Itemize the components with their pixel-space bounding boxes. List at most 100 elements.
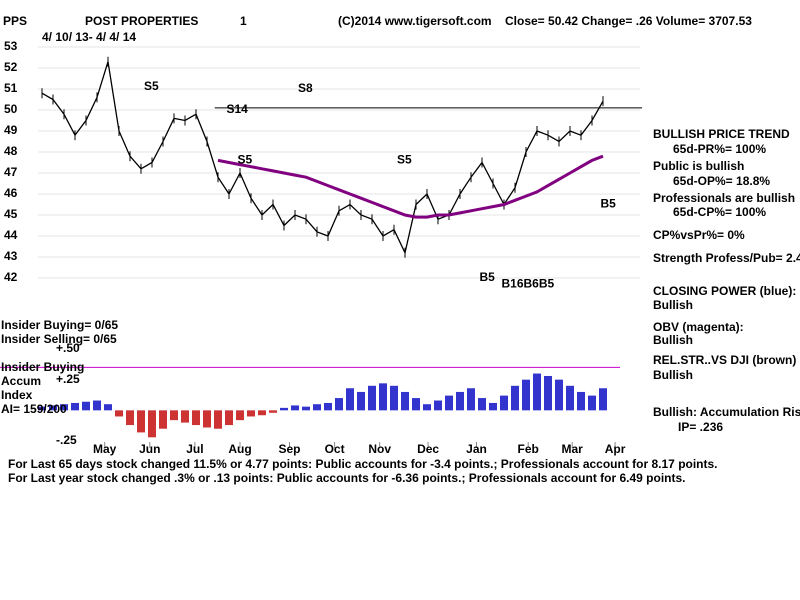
x-tick-label: Sep xyxy=(278,442,300,456)
accum-bar xyxy=(445,395,453,411)
left-note: Insider Buying= 0/65 xyxy=(1,318,118,332)
right-note: OBV (magenta): xyxy=(653,320,744,334)
right-note: Professionals are bullish xyxy=(653,191,795,205)
right-note: CP%vsPr%= 0% xyxy=(653,228,745,242)
right-note: Strength Profess/Pub= 2.4 xyxy=(653,251,800,265)
accum-bar xyxy=(566,385,574,411)
y-tick-label: 48 xyxy=(4,144,18,158)
accum-bar xyxy=(489,402,497,411)
y-tick-label: 45 xyxy=(4,207,18,221)
accum-bar xyxy=(269,410,277,413)
accum-bar xyxy=(423,404,431,411)
right-note: CLOSING POWER (blue): xyxy=(653,284,796,298)
left-note: Index xyxy=(1,388,33,402)
accum-bar xyxy=(49,405,57,411)
accum-bar xyxy=(214,410,222,429)
right-note: 65d-CP%= 100% xyxy=(673,205,766,219)
x-tick-label: Oct xyxy=(325,442,345,456)
accum-bar xyxy=(203,410,211,428)
accum-bar xyxy=(434,400,442,411)
accum-bar xyxy=(533,373,541,411)
accum-bar xyxy=(60,404,68,411)
accum-bar xyxy=(368,385,376,411)
accum-bar xyxy=(159,410,167,429)
right-note: BULLISH PRICE TREND xyxy=(653,127,790,141)
x-tick-label: May xyxy=(93,442,117,456)
signal-label: B5 xyxy=(480,270,496,284)
right-note: 65d-PR%= 100% xyxy=(673,142,766,156)
signal-label: S8 xyxy=(298,81,313,95)
x-tick-label: Nov xyxy=(368,442,391,456)
accum-bar xyxy=(544,375,552,411)
accum-bar xyxy=(192,410,200,426)
y-tick-label: 51 xyxy=(4,81,18,95)
accum-bar xyxy=(170,410,178,421)
right-note: Bullish xyxy=(653,298,693,312)
accum-bar xyxy=(38,406,46,411)
accum-bar xyxy=(511,385,519,411)
accum-bar xyxy=(280,407,288,411)
right-note: Bullish xyxy=(653,333,693,347)
accum-bar xyxy=(346,388,354,411)
left-note: Insider Selling= 0/65 xyxy=(1,332,117,346)
accum-bar xyxy=(401,391,409,411)
series-line xyxy=(41,61,604,255)
header-text: 1 xyxy=(240,14,247,28)
footer-line: For Last year stock changed .3% or .13 p… xyxy=(8,471,686,485)
accum-bar xyxy=(302,406,310,411)
header-text: PPS xyxy=(3,14,27,28)
x-tick-label: Aug xyxy=(228,442,251,456)
accum-bar xyxy=(181,410,189,423)
y-tick-label: 52 xyxy=(4,60,18,74)
date-range: 4/ 10/ 13- 4/ 4/ 14 xyxy=(42,30,136,44)
y-tick-label: 46 xyxy=(4,186,18,200)
footer-line: For Last 65 days stock changed 11.5% or … xyxy=(8,457,718,471)
accum-bar xyxy=(104,404,112,411)
accum-bar xyxy=(126,410,134,426)
accum-bar xyxy=(577,391,585,411)
accum-bar xyxy=(357,391,365,411)
y-tick-label: +.25 xyxy=(56,372,80,386)
right-note: Bullish xyxy=(653,368,693,382)
signal-label: S5 xyxy=(144,79,159,93)
y-tick-label: 44 xyxy=(4,228,18,242)
y-tick-label: -.25 xyxy=(56,433,77,447)
right-note: Public is bullish xyxy=(653,159,744,173)
signal-label: B16B6B5 xyxy=(502,276,555,290)
signal-label: S5 xyxy=(238,153,253,167)
accum-bar xyxy=(313,404,321,411)
accum-bar xyxy=(588,395,596,411)
accum-bar xyxy=(247,410,255,417)
accum-bar xyxy=(379,383,387,411)
y-tick-label: 43 xyxy=(4,249,18,263)
accum-bar xyxy=(225,410,233,426)
right-note: 65d-OP%= 18.8% xyxy=(673,174,770,188)
y-tick-label: 53 xyxy=(4,39,18,53)
right-note: REL.STR..VS DJI (brown) xyxy=(653,353,796,367)
y-tick-label: 49 xyxy=(4,123,18,137)
accum-bar xyxy=(291,405,299,411)
accum-bar xyxy=(258,410,266,416)
accum-bar xyxy=(148,410,156,438)
header-text: POST PROPERTIES xyxy=(85,14,198,28)
accum-bar xyxy=(71,402,79,411)
series-line xyxy=(217,154,604,219)
accum-bar xyxy=(82,401,90,411)
x-tick-label: Mar xyxy=(562,442,584,456)
accum-bar xyxy=(412,398,420,411)
signal-label: B5 xyxy=(601,197,617,211)
accum-bar xyxy=(236,410,244,421)
y-tick-label: 47 xyxy=(4,165,18,179)
accum-bar xyxy=(522,379,530,411)
accum-bar xyxy=(390,385,398,411)
y-tick-label: 50 xyxy=(4,102,18,116)
accum-bar xyxy=(500,395,508,411)
left-note: AI= 159/200 xyxy=(1,402,67,416)
accum-bar xyxy=(93,400,101,411)
x-tick-label: Jan xyxy=(466,442,487,456)
left-note: Accum xyxy=(1,374,41,388)
accum-bar xyxy=(115,410,123,417)
header-text: (C)2014 www.tigersoft.com xyxy=(338,14,492,28)
